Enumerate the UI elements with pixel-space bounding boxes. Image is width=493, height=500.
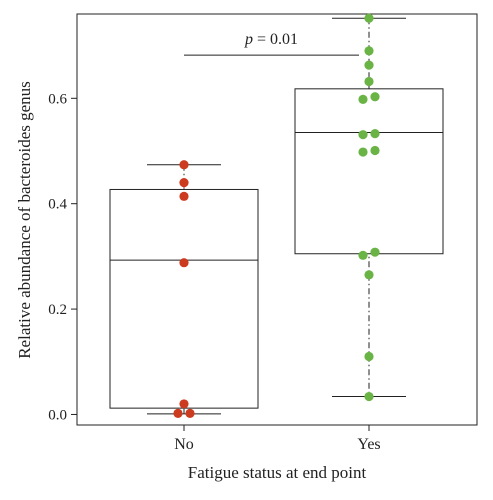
data-point [358,94,368,104]
box [294,88,444,255]
p-value-label: p = 0.01 [244,31,298,48]
data-point [364,270,374,280]
data-point [364,391,374,402]
y-tick-label: 0.4 [48,197,67,213]
chart-marks: 0.0 0.2 0.4 0.6 No Yes p = 0.01 [48,13,444,453]
data-point [364,351,374,362]
data-point [173,408,183,419]
data-point [179,160,189,170]
data-point [358,250,368,260]
box [109,188,259,409]
data-point [358,147,368,157]
data-point [370,247,380,257]
y-axis-label: Relative abundance of bacteroides genus [15,81,34,359]
y-tick-label: 0.0 [48,407,67,423]
data-point [179,178,189,188]
data-point [364,46,374,56]
y-tick-label: 0.2 [48,302,67,318]
x-tick-label: No [174,436,194,453]
data-point [185,408,195,419]
data-point [370,129,380,139]
data-point [179,258,189,268]
data-point [179,399,189,409]
data-point [364,76,374,87]
data-point [179,191,189,201]
data-point [370,145,380,156]
plot-frame [76,13,478,426]
data-point [364,60,374,70]
x-tick-label: Yes [357,436,380,453]
data-point [358,130,368,140]
data-point [370,92,380,102]
data-point [364,13,374,23]
x-axis-label: Fatigue status at end point [188,463,367,482]
y-tick-label: 0.6 [48,91,67,107]
